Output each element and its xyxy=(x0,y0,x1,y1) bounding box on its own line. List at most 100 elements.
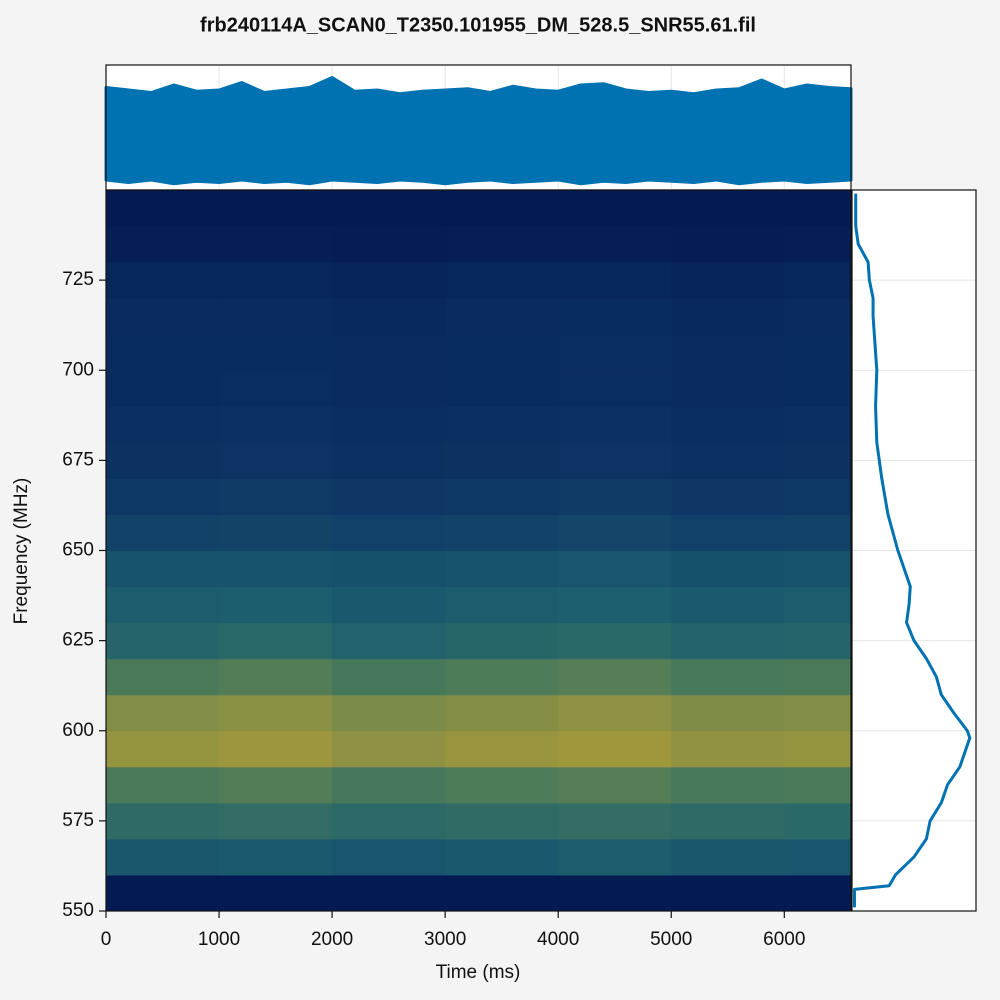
heatmap-cell xyxy=(106,406,220,443)
heatmap-cell xyxy=(784,802,852,840)
spectrum-line xyxy=(852,193,972,908)
heatmap-cell xyxy=(332,874,446,912)
heatmap-cell xyxy=(784,298,852,335)
heatmap-cell xyxy=(671,874,785,912)
x-tick-label: 3000 xyxy=(424,929,466,950)
x-tick-label: 0 xyxy=(101,929,112,950)
heatmap-cell xyxy=(106,478,220,515)
heatmap-cell xyxy=(558,694,672,732)
heatmap-cell xyxy=(332,370,446,407)
heatmap-cell xyxy=(332,442,446,479)
heatmap-cell xyxy=(671,406,785,443)
heatmap-cell xyxy=(106,442,220,479)
heatmap-cell xyxy=(219,550,333,588)
heatmap-cell xyxy=(445,658,559,696)
heatmap-cell xyxy=(106,262,220,299)
heatmap-cell xyxy=(219,766,333,804)
heatmap-cell xyxy=(671,478,785,515)
heatmap-cell xyxy=(558,874,672,912)
heatmap-cell xyxy=(445,370,559,407)
x-tick-label: 2000 xyxy=(311,929,353,950)
heatmap-cell xyxy=(219,370,333,407)
heatmap-cell xyxy=(219,802,333,840)
heatmap-cell xyxy=(332,262,446,299)
heatmap-cell xyxy=(219,226,333,263)
heatmap-cell xyxy=(332,694,446,732)
heatmap-cell xyxy=(784,550,852,588)
heatmap-cell xyxy=(106,874,220,912)
heatmap-cell xyxy=(558,226,672,263)
heatmap-cell xyxy=(445,190,559,227)
heatmap-cell xyxy=(784,586,852,624)
heatmap-cell xyxy=(106,586,220,624)
heatmap-cell xyxy=(558,550,672,588)
y-tick-label: 600 xyxy=(62,720,94,741)
heatmap-cell xyxy=(671,334,785,371)
heatmap-cell xyxy=(445,874,559,912)
heatmap-cell xyxy=(671,766,785,804)
heatmap-cell xyxy=(784,370,852,407)
heatmap-cell xyxy=(219,262,333,299)
heatmap-cell xyxy=(219,586,333,624)
heatmap-cell xyxy=(445,730,559,768)
heatmap-cell xyxy=(445,298,559,335)
heatmap-cell xyxy=(219,442,333,479)
heatmap-cell xyxy=(558,262,672,299)
heatmap-cell xyxy=(445,694,559,732)
heatmap-cell xyxy=(332,802,446,840)
heatmap-cell xyxy=(784,514,852,551)
heatmap-cell xyxy=(332,226,446,263)
heatmap-cell xyxy=(558,658,672,696)
y-axis-label: Frequency (MHz) xyxy=(11,478,32,625)
heatmap-cell xyxy=(445,226,559,263)
heatmap-cell xyxy=(445,838,559,876)
heatmap-cell xyxy=(332,550,446,588)
heatmap-cell xyxy=(332,586,446,624)
heatmap-cell xyxy=(671,658,785,696)
x-tick-label: 6000 xyxy=(763,929,805,950)
heatmap-cell xyxy=(671,622,785,660)
heatmap-cell xyxy=(784,226,852,263)
heatmap-cell xyxy=(332,298,446,335)
heatmap-cell xyxy=(445,334,559,371)
heatmap-cell xyxy=(671,190,785,227)
panel-frame xyxy=(851,189,977,912)
heatmap-cell xyxy=(106,658,220,696)
heatmap-cell xyxy=(784,334,852,371)
heatmap-cell xyxy=(558,190,672,227)
heatmap-cell xyxy=(106,226,220,263)
heatmap-cell xyxy=(219,730,333,768)
heatmap-cell xyxy=(784,406,852,443)
y-tick-label: 675 xyxy=(62,449,94,470)
y-tick-label: 550 xyxy=(62,900,94,921)
heatmap-cell xyxy=(106,298,220,335)
heatmap-cell xyxy=(558,514,672,551)
x-tick-label: 4000 xyxy=(537,929,579,950)
heatmap-cell xyxy=(671,550,785,588)
heatmap-cell xyxy=(445,766,559,804)
heatmap-cell xyxy=(784,658,852,696)
heatmap-cell xyxy=(671,730,785,768)
heatmap-cell xyxy=(445,586,559,624)
chart-title: frb240114A_SCAN0_T2350.101955_DM_528.5_S… xyxy=(200,14,756,36)
heatmap-cell xyxy=(671,298,785,335)
heatmap-cell xyxy=(671,838,785,876)
heatmap-cell xyxy=(106,730,220,768)
heatmap-cell xyxy=(219,694,333,732)
heatmap-cell xyxy=(332,478,446,515)
heatmap-cell xyxy=(332,514,446,551)
heatmap-cell xyxy=(219,298,333,335)
heatmap-cell xyxy=(558,766,672,804)
panel-frame xyxy=(105,64,852,191)
heatmap-cell xyxy=(784,874,852,912)
heatmap-cell xyxy=(445,622,559,660)
heatmap-cell xyxy=(784,262,852,299)
signal-band xyxy=(104,76,853,186)
heatmap-cell xyxy=(558,586,672,624)
heatmap-cell xyxy=(784,190,852,227)
heatmap-cell xyxy=(106,370,220,407)
heatmap-cell xyxy=(558,478,672,515)
heatmap-cell xyxy=(671,442,785,479)
heatmap-cell xyxy=(219,874,333,912)
